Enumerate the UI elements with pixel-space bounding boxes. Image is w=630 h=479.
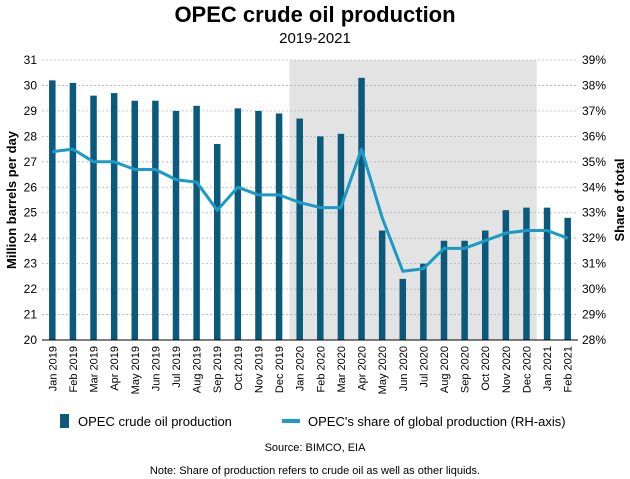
y2-tick-label: 32%	[582, 231, 606, 245]
y-tick-label: 21	[24, 308, 38, 322]
y-tick-label: 28	[24, 129, 38, 143]
x-tick-label: Aug 2020	[439, 346, 451, 393]
x-tick-label: Jun 2020	[398, 346, 410, 391]
x-tick-label: Jun 2019	[150, 346, 162, 391]
production-bar	[523, 207, 530, 340]
x-tick-label: Jan 2020	[295, 346, 307, 391]
x-tick-label: Feb 2021	[563, 346, 575, 392]
y-tick-label: 29	[24, 104, 38, 118]
y2-tick-label: 36%	[582, 129, 606, 143]
production-bar	[255, 110, 262, 340]
production-bar	[378, 230, 386, 340]
source-text: Source: BIMCO, EIA	[265, 442, 367, 454]
x-tick-label: Feb 2020	[315, 346, 327, 392]
y-tick-label: 27	[24, 155, 38, 169]
production-bar	[193, 105, 200, 341]
x-tick-label: Dec 2020	[521, 346, 533, 393]
x-tick-label: Jul 2020	[418, 346, 430, 388]
right-axis-label: Share of total	[612, 158, 627, 241]
gridlines	[42, 59, 578, 315]
y-tick-label: 20	[24, 333, 38, 347]
chart-title: OPEC crude oil production	[174, 2, 455, 27]
production-bar	[213, 144, 221, 340]
y2-tick-label: 38%	[582, 78, 606, 92]
y2-tick-label: 37%	[582, 104, 606, 118]
left-axis-ticks: 20 21 22 23 24 25 26 27 28 29 30 31	[24, 53, 38, 347]
y2-tick-label: 33%	[582, 206, 606, 220]
x-tick-label: Dec 2019	[274, 346, 286, 393]
y-tick-label: 30	[24, 78, 38, 92]
production-bar	[399, 278, 407, 340]
production-bar	[564, 217, 571, 340]
production-bar	[461, 240, 468, 340]
legend-line-label: OPEC's share of global production (RH-ax…	[308, 414, 566, 429]
x-tick-label: Jul 2019	[171, 346, 183, 388]
y2-tick-label: 39%	[582, 53, 606, 67]
x-tick-label: Apr 2019	[109, 346, 121, 391]
y-tick-label: 24	[24, 231, 38, 245]
legend-bar-swatch	[60, 414, 69, 428]
x-tick-label: Oct 2020	[480, 346, 492, 391]
plot-area	[42, 59, 578, 341]
legend-bar-label: OPEC crude oil production	[78, 414, 232, 429]
x-tick-label: Aug 2019	[192, 346, 204, 393]
x-tick-label: Mar 2020	[336, 346, 348, 392]
x-tick-label: Oct 2019	[233, 346, 245, 391]
chart-subtitle: 2019-2021	[279, 30, 351, 47]
production-bar	[420, 263, 427, 340]
production-bar	[69, 82, 77, 340]
y-tick-label: 26	[24, 180, 38, 194]
note-text: Note: Share of production refers to crud…	[150, 465, 480, 477]
legend: OPEC crude oil production OPEC's share o…	[60, 414, 566, 429]
x-tick-label: Mar 2019	[89, 346, 101, 392]
x-tick-label: Jan 2021	[542, 346, 554, 391]
shaded-period	[289, 60, 537, 340]
x-tick-label: Apr 2020	[357, 346, 369, 391]
production-bar	[317, 136, 324, 340]
right-axis-ticks: 28% 29% 30% 31% 32% 33% 34% 35% 36% 37% 38% 39%	[582, 53, 606, 347]
production-bar	[296, 118, 303, 340]
x-tick-label: May 2019	[130, 346, 142, 394]
production-bar	[90, 95, 97, 341]
production-bar	[172, 110, 180, 340]
production-bar	[131, 100, 139, 341]
production-bar	[110, 93, 118, 340]
production-bar	[440, 240, 448, 340]
y-tick-label: 31	[24, 53, 38, 67]
production-bar	[49, 80, 56, 340]
y2-tick-label: 29%	[582, 308, 606, 322]
x-tick-label: Nov 2019	[253, 346, 265, 393]
y2-tick-label: 28%	[582, 333, 606, 347]
production-bar	[502, 210, 510, 340]
y-tick-label: 25	[24, 206, 38, 220]
y2-tick-label: 31%	[582, 257, 606, 271]
y-tick-label: 23	[24, 257, 38, 271]
x-tick-label: Sep 2020	[460, 346, 472, 393]
production-bar	[152, 100, 159, 341]
x-axis-ticks: Jan 2019 Feb 2019 Mar 2019 Apr 2019 May 2019…	[47, 346, 574, 394]
x-tick-label: Sep 2019	[212, 346, 224, 393]
y2-tick-label: 34%	[582, 180, 606, 194]
x-tick-label: Nov 2020	[501, 346, 513, 393]
x-tick-label: Feb 2019	[68, 346, 80, 392]
x-tick-label: May 2020	[377, 346, 389, 394]
production-bar	[358, 77, 365, 341]
y2-tick-label: 30%	[582, 282, 606, 296]
production-bar	[337, 133, 345, 340]
production-bar	[543, 207, 551, 340]
y2-tick-label: 35%	[582, 155, 606, 169]
production-bar	[275, 113, 283, 340]
x-tick-label: Jan 2019	[47, 346, 59, 391]
y-tick-label: 22	[24, 282, 38, 296]
production-bar	[481, 230, 489, 340]
bar-series	[49, 77, 571, 341]
left-axis-label: Million barrels per day	[4, 130, 19, 269]
production-bar	[234, 108, 242, 340]
share-line	[52, 147, 569, 273]
